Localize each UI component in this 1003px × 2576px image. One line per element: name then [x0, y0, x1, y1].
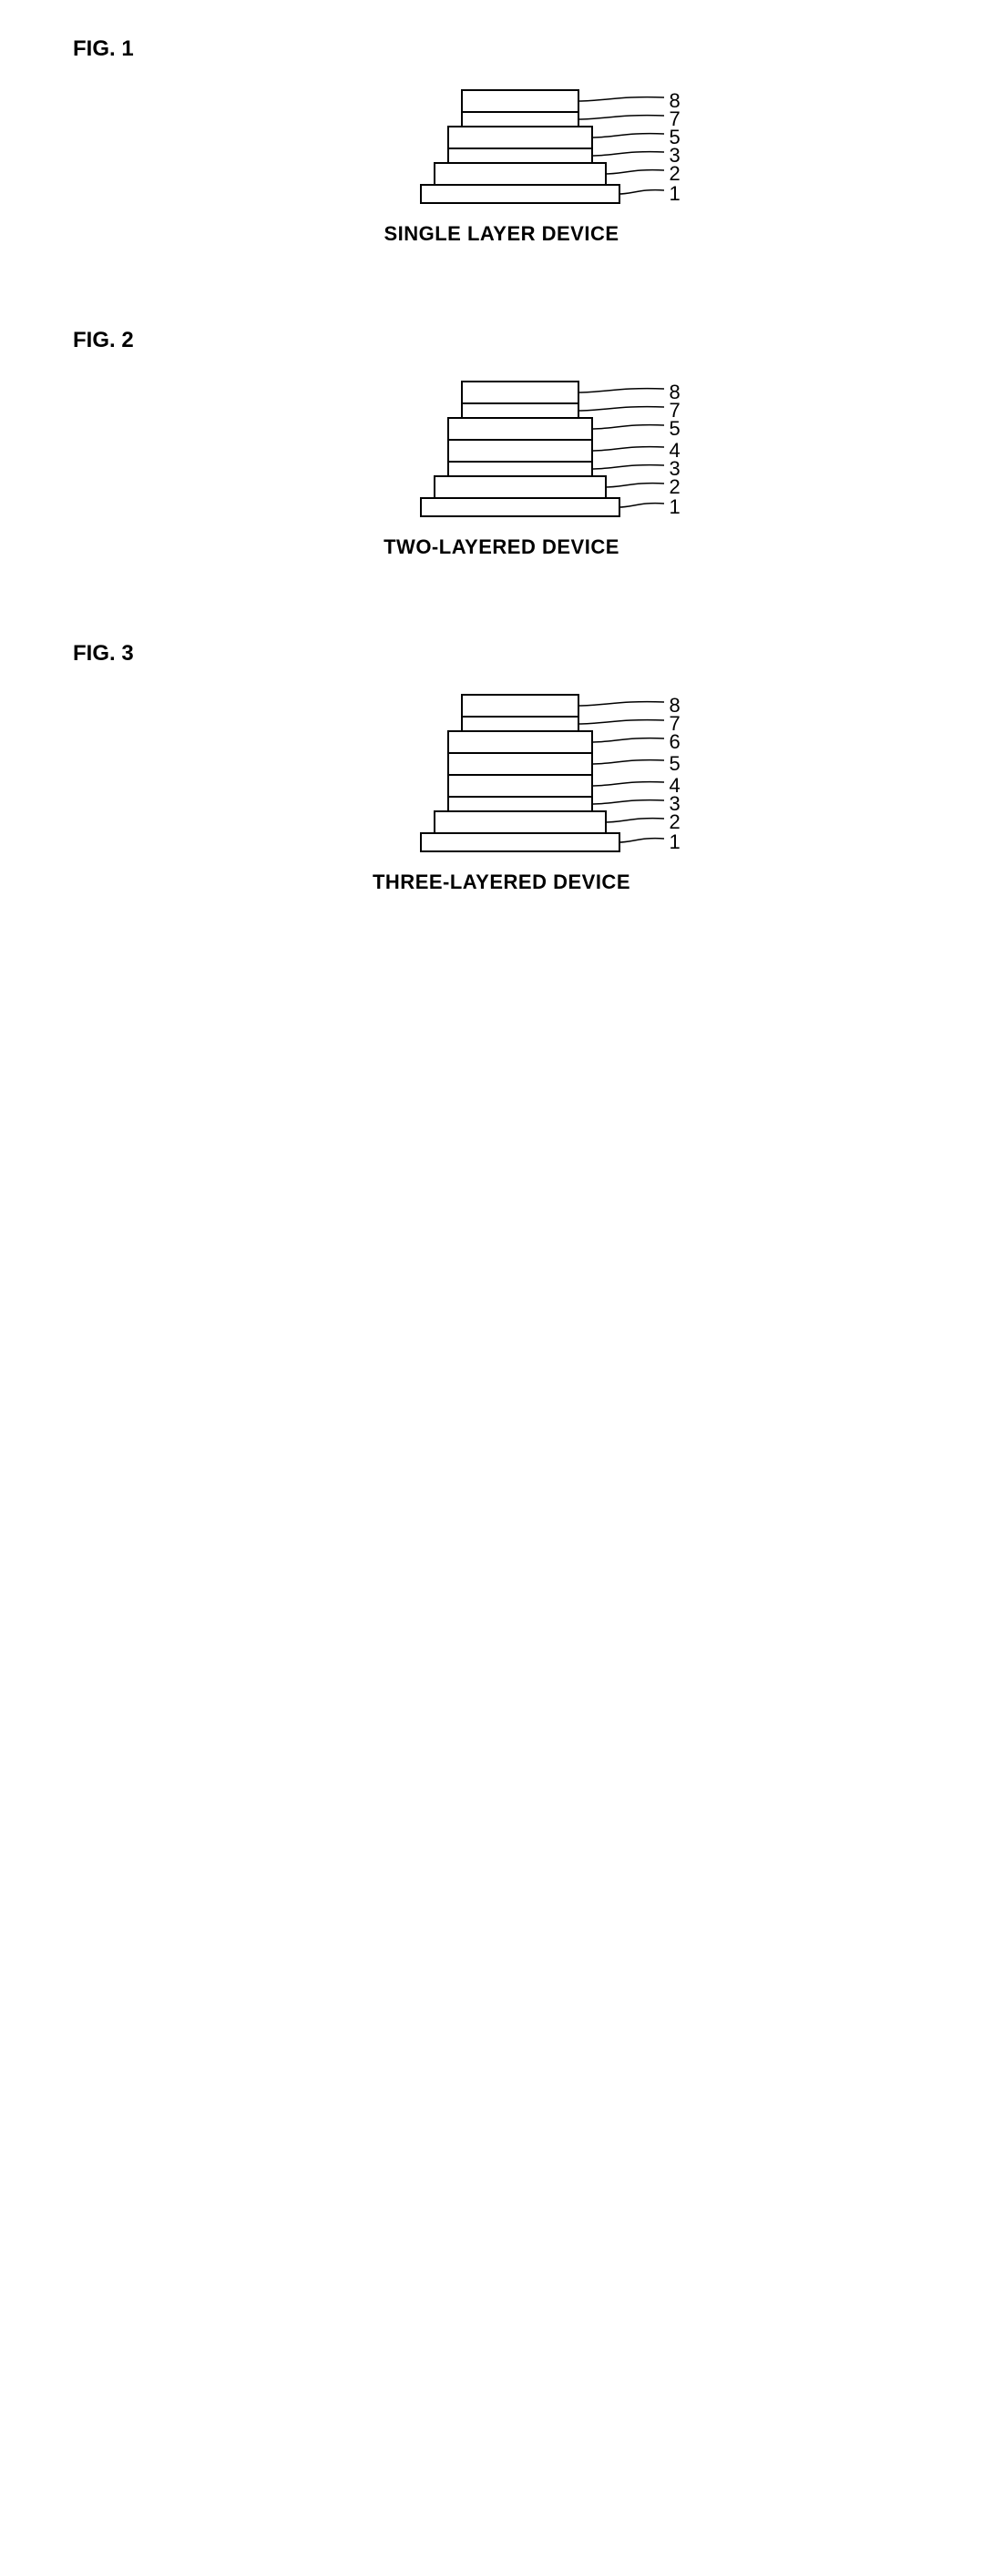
callout: 1: [619, 495, 681, 519]
figure-block: FIG. 2 8754321 TWO-LAYERED DEVICE: [36, 328, 967, 559]
device-layer: 2: [434, 475, 607, 499]
callout-number: 6: [670, 730, 681, 754]
figure-label: FIG. 2: [73, 328, 967, 353]
figure-caption: TWO-LAYERED DEVICE: [36, 535, 967, 559]
figure-block: FIG. 3 87654321 THREE-LAYERED DEVICE: [36, 641, 967, 894]
device-layer: 1: [420, 832, 620, 852]
callout: 6: [591, 730, 681, 754]
device-layer: 6: [447, 730, 593, 754]
layer-stack: 875321: [420, 89, 620, 204]
callout: 1: [619, 830, 681, 854]
figure-label: FIG. 3: [73, 641, 967, 667]
stack-area: 8754321: [73, 381, 967, 517]
device-layer: 2: [434, 810, 607, 834]
callout-number: 1: [670, 495, 681, 519]
device-layer: 4: [447, 774, 593, 798]
device-layer: 8: [461, 381, 579, 404]
callout: 1: [619, 182, 681, 206]
figure-block: FIG. 1 875321 SINGLE LAYER DEVICE: [36, 36, 967, 246]
figure-caption: SINGLE LAYER DEVICE: [36, 222, 967, 246]
device-layer: 4: [447, 439, 593, 463]
stack-area: 87654321: [73, 694, 967, 852]
callout-number: 1: [670, 182, 681, 206]
callout: 5: [591, 752, 681, 776]
callout-number: 1: [670, 830, 681, 854]
layer-stack: 8754321: [420, 381, 620, 517]
device-layer: 1: [420, 184, 620, 204]
device-layer: 2: [434, 162, 607, 186]
stack-area: 875321: [73, 89, 967, 204]
device-layer: 5: [447, 752, 593, 776]
layer-stack: 87654321: [420, 694, 620, 852]
device-layer: 8: [461, 89, 579, 113]
figure-label: FIG. 1: [73, 36, 967, 62]
device-layer: 8: [461, 694, 579, 718]
callout-number: 5: [670, 417, 681, 441]
device-layer: 1: [420, 497, 620, 517]
callout-number: 5: [670, 752, 681, 776]
device-layer: 5: [447, 417, 593, 441]
device-layer: 5: [447, 126, 593, 149]
callout: 5: [591, 417, 681, 441]
figure-caption: THREE-LAYERED DEVICE: [36, 871, 967, 894]
